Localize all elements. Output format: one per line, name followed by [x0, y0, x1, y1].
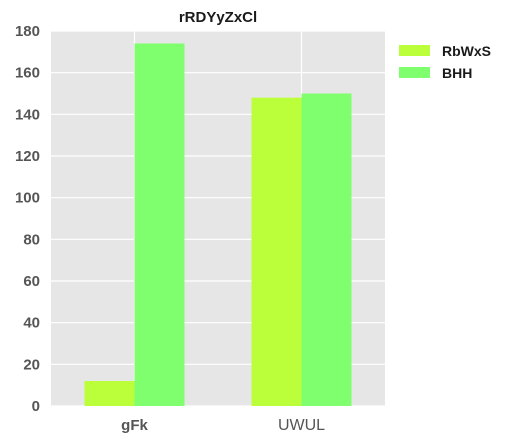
legend: RbWxS BHH	[399, 43, 491, 81]
y-tick-label: 100	[15, 190, 40, 207]
y-tick-label: 60	[23, 273, 40, 290]
y-tick-label: 20	[23, 356, 40, 373]
legend-swatch-RbWxS	[399, 45, 430, 56]
y-tick-label: 140	[15, 106, 40, 123]
x-axis: gFk UWUL	[121, 417, 325, 434]
legend-label: BHH	[442, 65, 472, 81]
x-tick-label: UWUL	[278, 417, 325, 434]
y-tick-label: 160	[15, 65, 40, 82]
legend-label: RbWxS	[442, 43, 491, 59]
chart-title: rRDYyZxCl	[179, 9, 257, 26]
y-tick-label: 40	[23, 315, 40, 332]
x-tick-label: gFk	[121, 417, 148, 434]
bar-BHH-gFk	[134, 43, 185, 406]
y-axis: 0 20 40 60 80 100 120 140 160 180	[15, 23, 40, 415]
bar-RbWxS-gFk	[84, 381, 135, 406]
y-tick-label: 120	[15, 148, 40, 165]
bars	[84, 43, 352, 407]
y-tick-label: 0	[32, 398, 40, 415]
bar-BHH-UWUL	[301, 93, 352, 406]
y-tick-label: 180	[15, 23, 40, 40]
bar-RbWxS-UWUL	[251, 97, 302, 407]
legend-swatch-BHH	[399, 67, 430, 78]
y-tick-label: 80	[23, 231, 40, 248]
